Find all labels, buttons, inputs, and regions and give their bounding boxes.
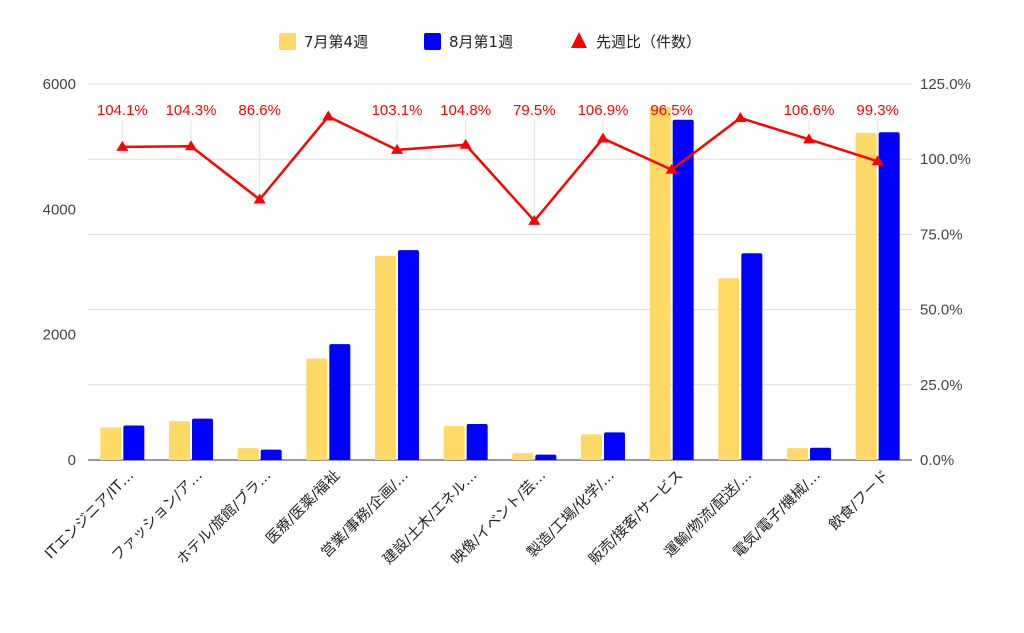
ratio-data-label: 103.1%	[372, 102, 423, 119]
ratio-data-label: 104.8%	[440, 102, 491, 119]
bar-week1-august	[192, 418, 213, 460]
ratio-polyline	[122, 115, 879, 223]
ratio-point	[253, 193, 266, 204]
legend-label: 7月第4週	[304, 33, 368, 51]
bar-week4-july	[512, 453, 534, 460]
legend-july-week4: 7月第4週	[279, 33, 368, 51]
y-axis-left: 0 2000 4000 6000	[43, 76, 76, 469]
bar-week1-august	[878, 132, 900, 460]
bar-week1-august	[123, 425, 145, 460]
bar-week4-july	[169, 421, 190, 460]
bar-week1-august	[260, 449, 282, 460]
bar-week1-august	[810, 447, 831, 460]
bar-week4-july	[718, 278, 740, 460]
y-right-tick-label: 50.0%	[920, 302, 963, 319]
y-right-tick-label: 75.0%	[920, 226, 963, 243]
y-left-tick-label: 2000	[43, 327, 76, 344]
bar-week1-august	[672, 119, 694, 460]
legend-triangle-icon	[571, 32, 587, 48]
legend-swatch	[424, 33, 441, 50]
grid-lines	[88, 83, 912, 461]
ratio-data-label: 96.5%	[650, 102, 693, 119]
y-left-tick-label: 4000	[43, 201, 76, 218]
y-left-tick-label: 0	[68, 452, 76, 469]
bar-week1-august	[329, 344, 351, 460]
bar-week4-july	[306, 358, 328, 460]
ratio-point	[734, 111, 747, 122]
legend: 7月第4週 8月第1週 先週比（件数）	[279, 32, 701, 51]
ratio-point	[871, 155, 884, 166]
ratio-data-label: 86.6%	[238, 102, 281, 119]
ratio-line	[116, 110, 884, 225]
ratio-point	[665, 163, 678, 174]
bar-week4-july	[237, 448, 259, 460]
bar-week1-august	[535, 454, 557, 460]
ratio-data-label: 104.1%	[97, 102, 148, 119]
bar-week4-july	[581, 434, 602, 460]
bar-week1-august	[466, 423, 488, 460]
bar-week4-july	[787, 448, 808, 460]
ratio-data-label: 79.5%	[513, 102, 556, 119]
legend-label: 先週比（件数）	[596, 33, 701, 51]
y-right-tick-label: 125.0%	[920, 76, 971, 93]
ratio-point	[391, 143, 403, 154]
bar-week4-july	[375, 255, 396, 460]
y-right-tick-label: 25.0%	[920, 377, 963, 394]
legend-ratio: 先週比（件数）	[571, 32, 701, 51]
ratio-point	[528, 214, 541, 225]
legend-label: 8月第1週	[449, 33, 513, 51]
ratio-point	[803, 133, 815, 144]
y-right-tick-label: 0.0%	[920, 452, 954, 469]
bar-week1-august	[604, 432, 625, 460]
bar-week4-july	[100, 427, 122, 460]
legend-swatch	[279, 33, 296, 50]
y-right-tick-label: 100.0%	[920, 151, 971, 168]
y-axis-right: 0.0% 25.0% 50.0% 75.0% 100.0% 125.0%	[920, 76, 971, 469]
ratio-point	[322, 110, 335, 121]
ratio-point	[185, 140, 197, 151]
data-labels: 104.1% 104.3% 86.6% 103.1% 104.8% 79.5% 106.9%…	[97, 102, 899, 213]
legend-august-week1: 8月第1週	[424, 33, 513, 51]
ratio-data-label: 106.9%	[578, 102, 629, 119]
x-axis: ITエンジニア/IT…ファッション/ア…ホテル/旅館/ブラ…医療/医薬/福祉営業…	[42, 466, 892, 568]
ratio-point	[459, 138, 472, 149]
bar-week4-july	[855, 132, 877, 460]
ratio-data-label: 106.6%	[784, 102, 835, 119]
bar-week1-august	[741, 253, 763, 460]
ratio-point	[116, 140, 129, 151]
bar-week1-august	[398, 250, 419, 460]
ratio-data-label: 99.3%	[856, 102, 899, 119]
bar-week4-july	[443, 426, 465, 460]
y-left-tick-label: 6000	[43, 76, 76, 93]
x-category-label: 医療/医薬/福祉	[263, 467, 343, 547]
bar-week4-july	[649, 107, 671, 460]
ratio-data-label: 104.3%	[166, 102, 217, 119]
ratio-point	[597, 132, 609, 143]
x-category-label: 飲食/フード	[826, 467, 893, 534]
bars	[100, 107, 900, 460]
